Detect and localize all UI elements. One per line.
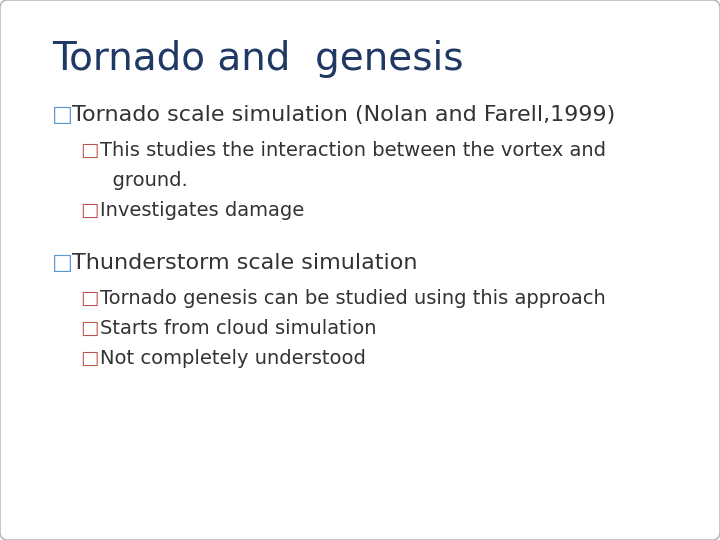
Text: □: □ bbox=[52, 105, 73, 125]
Text: Starts from cloud simulation: Starts from cloud simulation bbox=[100, 319, 377, 338]
Text: □: □ bbox=[80, 141, 99, 160]
Text: □: □ bbox=[80, 349, 99, 368]
Text: Investigates damage: Investigates damage bbox=[100, 201, 305, 220]
Text: Not completely understood: Not completely understood bbox=[100, 349, 366, 368]
Text: Tornado and  genesis: Tornado and genesis bbox=[52, 40, 464, 78]
Text: □: □ bbox=[80, 201, 99, 220]
Text: Thunderstorm scale simulation: Thunderstorm scale simulation bbox=[72, 253, 418, 273]
Text: ground.: ground. bbox=[100, 171, 188, 190]
Text: □: □ bbox=[80, 319, 99, 338]
Text: □: □ bbox=[52, 253, 73, 273]
Text: Tornado scale simulation (Nolan and Farell,1999): Tornado scale simulation (Nolan and Fare… bbox=[72, 105, 616, 125]
Text: □: □ bbox=[80, 289, 99, 308]
Text: Tornado genesis can be studied using this approach: Tornado genesis can be studied using thi… bbox=[100, 289, 606, 308]
Text: This studies the interaction between the vortex and: This studies the interaction between the… bbox=[100, 141, 606, 160]
